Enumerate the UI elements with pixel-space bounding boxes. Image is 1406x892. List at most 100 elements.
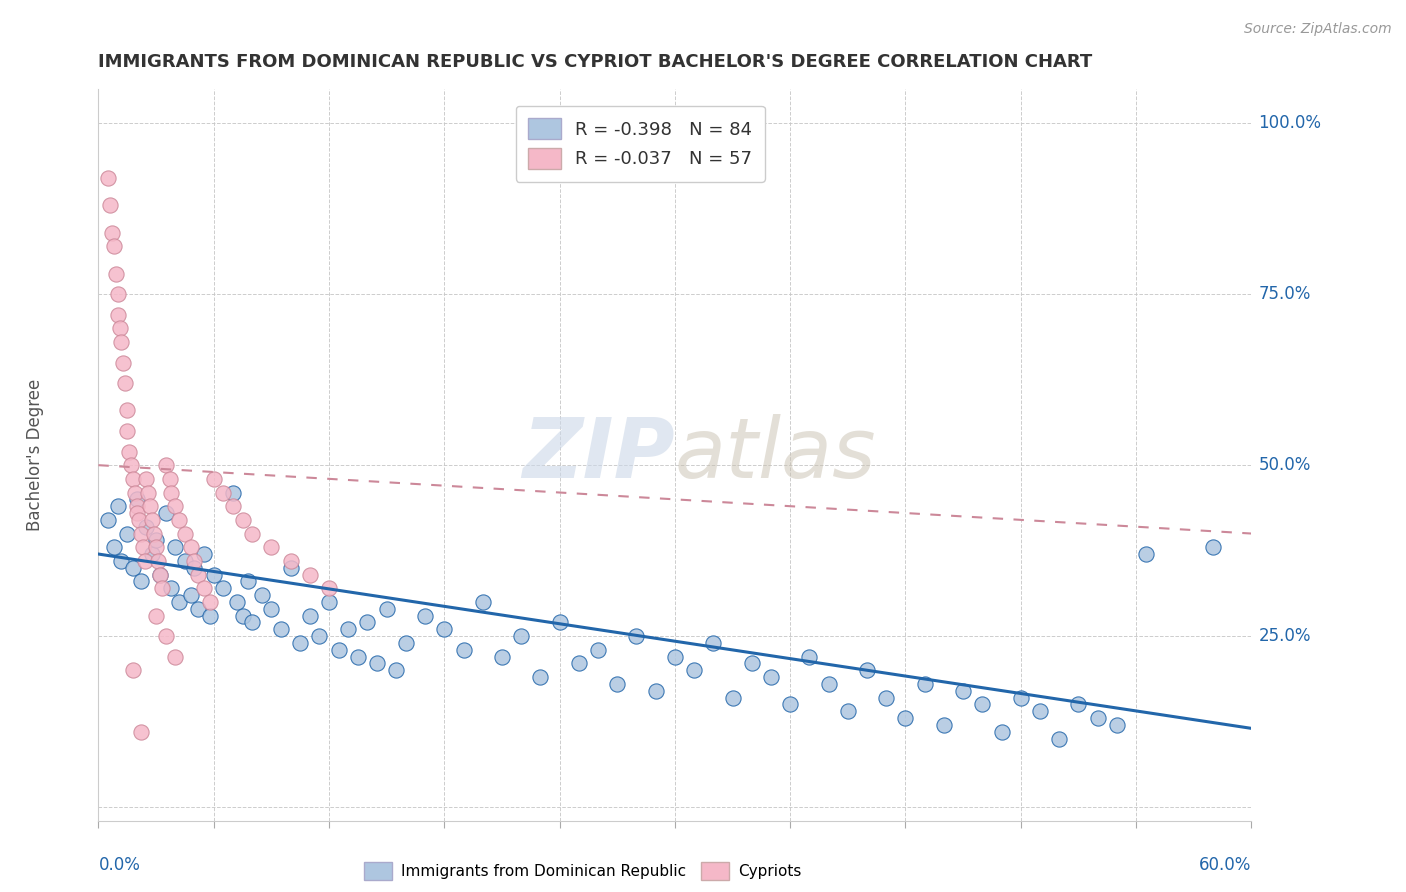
Point (125, 499, 148, 513)
Point (1029, 704, 1052, 718)
Point (98, 198, 121, 212)
Point (124, 485, 146, 500)
Point (118, 444, 141, 458)
Point (260, 540, 283, 554)
Point (990, 724, 1012, 739)
Point (225, 595, 247, 609)
Point (212, 581, 235, 595)
Point (107, 308, 129, 322)
Point (337, 622, 360, 636)
Point (280, 554, 302, 568)
Text: ZIP: ZIP (522, 415, 675, 495)
Point (683, 663, 706, 677)
Point (270, 622, 292, 636)
Point (837, 704, 859, 718)
Point (280, 560, 302, 574)
Point (141, 513, 163, 527)
Point (366, 657, 388, 671)
Point (117, 424, 138, 438)
Point (212, 485, 235, 500)
Point (125, 506, 148, 520)
Point (129, 724, 152, 739)
Point (138, 485, 160, 500)
Point (135, 472, 157, 486)
Point (894, 711, 917, 725)
Point (183, 560, 205, 574)
Point (875, 690, 897, 705)
Point (586, 642, 609, 657)
Point (110, 335, 132, 350)
Point (702, 636, 724, 650)
Point (155, 506, 177, 520)
Point (914, 677, 936, 691)
Point (972, 698, 994, 712)
Point (606, 677, 628, 691)
Point (122, 663, 145, 677)
Point (160, 485, 183, 500)
Point (346, 649, 368, 664)
Point (117, 526, 138, 541)
Point (107, 499, 129, 513)
Point (114, 376, 136, 391)
Text: 0.0%: 0.0% (98, 856, 141, 874)
Point (856, 663, 879, 677)
Legend: Immigrants from Dominican Republic, Cypriots: Immigrants from Dominican Republic, Cypr… (359, 856, 807, 886)
Text: atlas: atlas (675, 415, 876, 495)
Point (644, 683, 666, 698)
Point (141, 547, 163, 561)
Point (222, 499, 245, 513)
Point (356, 615, 378, 630)
Point (183, 554, 205, 568)
Point (193, 547, 215, 561)
Point (135, 519, 157, 533)
Point (155, 458, 177, 472)
Point (721, 690, 744, 705)
Point (146, 554, 169, 568)
Text: 75.0%: 75.0% (1258, 285, 1310, 303)
Point (110, 554, 132, 568)
Text: 60.0%: 60.0% (1199, 856, 1251, 874)
Point (193, 581, 215, 595)
Point (120, 458, 142, 472)
Point (932, 718, 955, 732)
Point (101, 226, 124, 240)
Text: 100.0%: 100.0% (1258, 114, 1322, 132)
Point (128, 513, 150, 527)
Point (187, 567, 209, 582)
Point (298, 608, 321, 623)
Point (134, 554, 156, 568)
Point (117, 403, 138, 417)
Text: 25.0%: 25.0% (1258, 627, 1310, 645)
Point (198, 608, 221, 623)
Point (510, 629, 533, 643)
Point (165, 499, 187, 513)
Text: Source: ZipAtlas.com: Source: ZipAtlas.com (1244, 22, 1392, 37)
Point (395, 636, 418, 650)
Point (145, 540, 167, 554)
Point (779, 698, 801, 712)
Point (413, 608, 436, 623)
Text: 50.0%: 50.0% (1258, 456, 1310, 475)
Point (1087, 711, 1109, 725)
Point (180, 588, 202, 602)
Point (1105, 718, 1128, 732)
Point (664, 649, 686, 664)
Point (1202, 540, 1225, 554)
Point (222, 485, 245, 500)
Point (108, 321, 131, 335)
Text: Bachelor's Degree: Bachelor's Degree (27, 379, 44, 531)
Point (174, 554, 197, 568)
Point (129, 526, 152, 541)
Point (202, 472, 225, 486)
Point (231, 608, 254, 623)
Point (318, 581, 340, 595)
Point (167, 513, 190, 527)
Point (529, 670, 551, 684)
Point (290, 636, 312, 650)
Point (104, 267, 127, 281)
Point (328, 642, 350, 657)
Point (159, 472, 181, 486)
Point (952, 683, 974, 698)
Point (741, 657, 763, 671)
Point (167, 595, 190, 609)
